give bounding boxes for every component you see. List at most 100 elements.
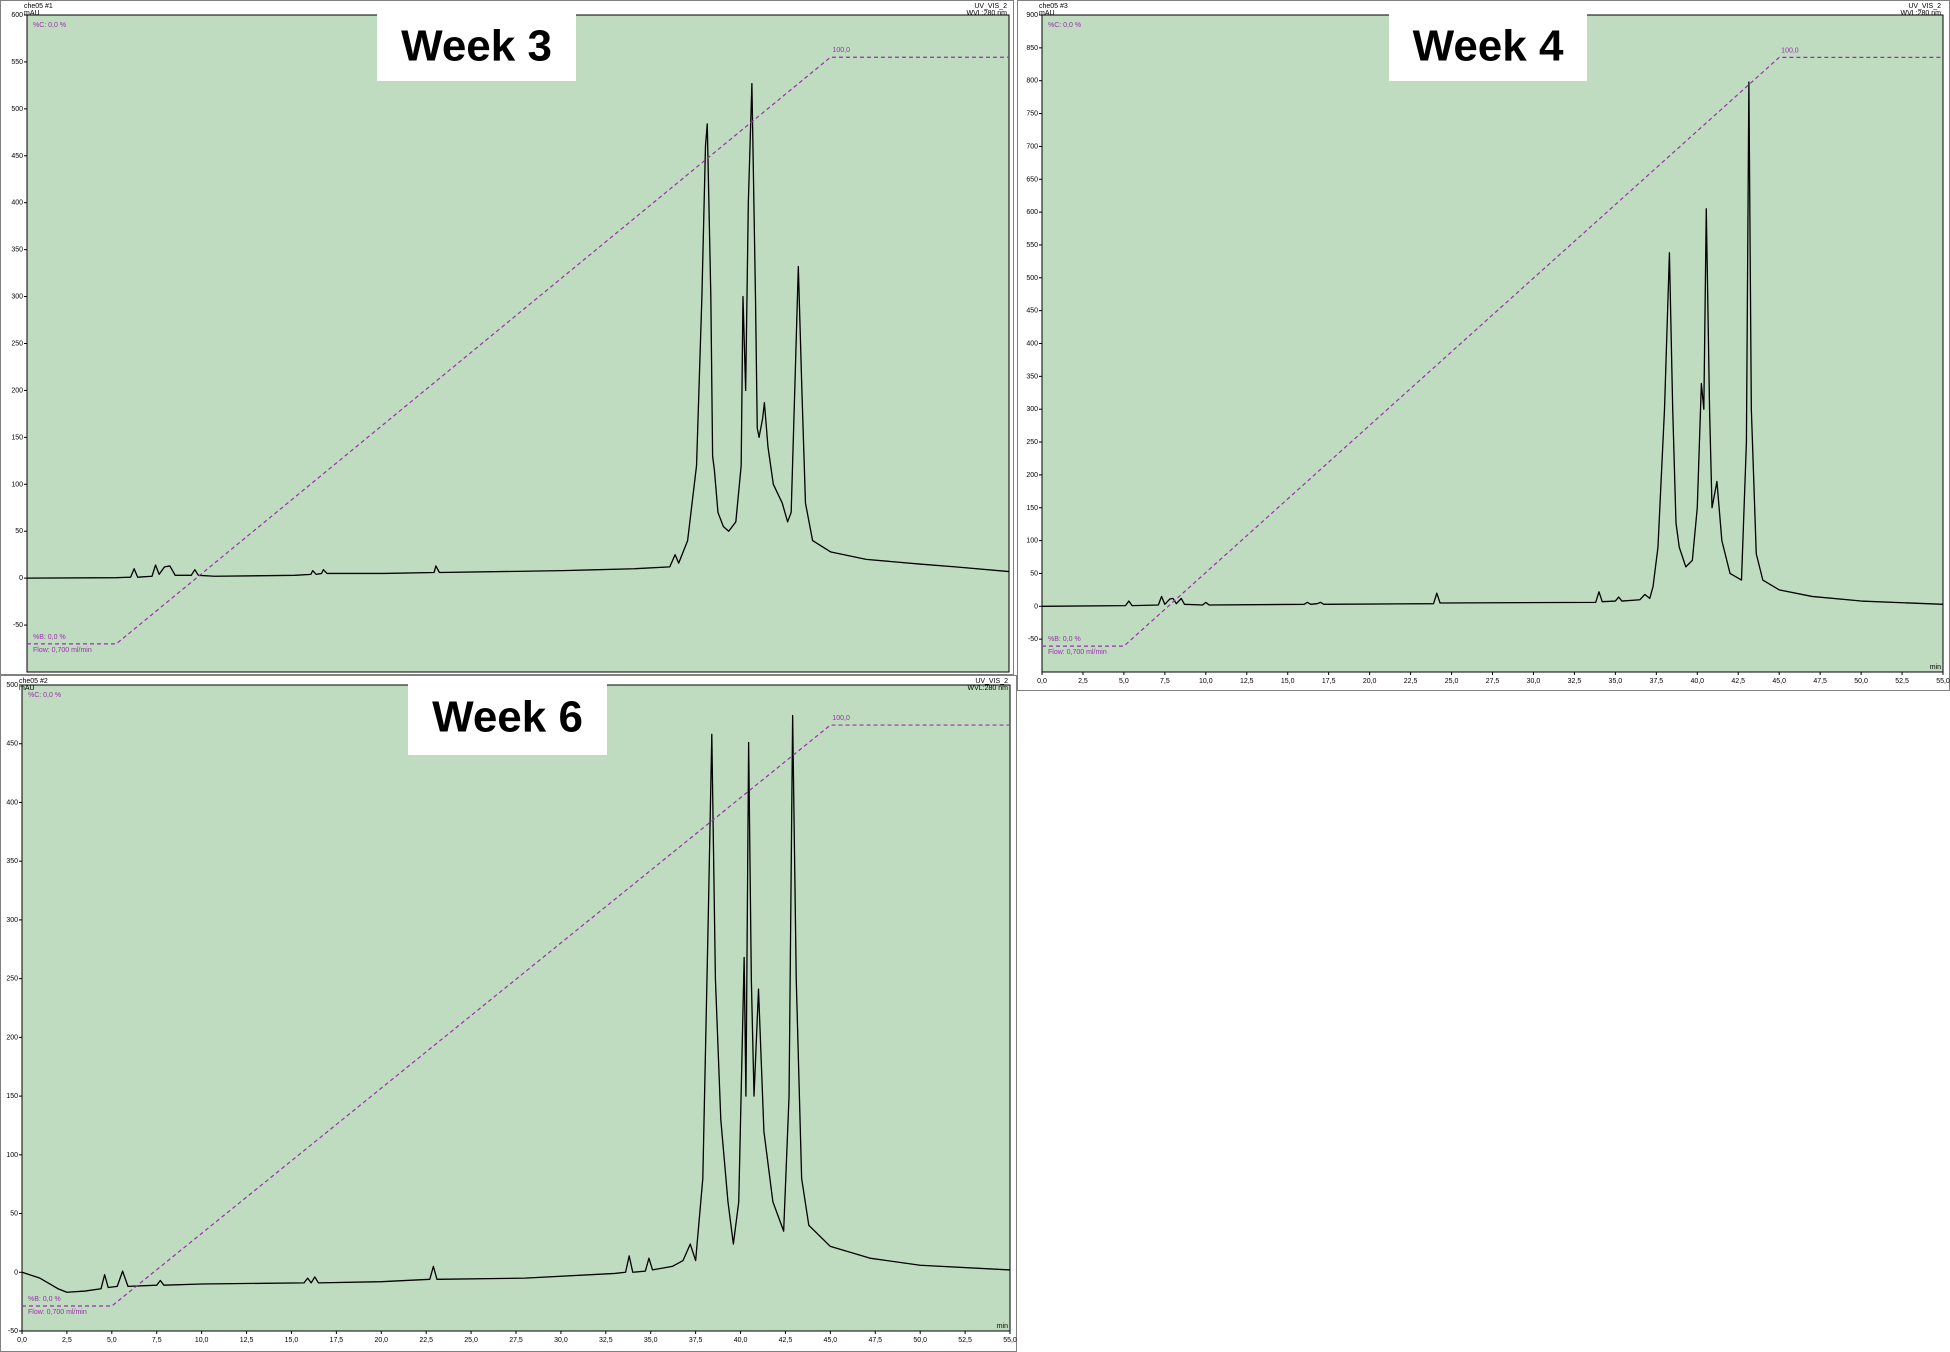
x-tick-label: 35,0 xyxy=(644,1337,658,1344)
x-tick-label: 27,5 xyxy=(1486,678,1500,685)
gradient-line xyxy=(27,56,1009,645)
pct-c-label: %C: 0,0 % xyxy=(28,692,61,699)
wavelength-label: WVL:280 nm xyxy=(968,685,1009,692)
y-tick-label: 50 xyxy=(15,528,23,535)
chromatogram-trace xyxy=(1041,81,1944,607)
y-tick-label: 150 xyxy=(11,434,23,441)
x-tick-label: 20,0 xyxy=(1363,678,1377,685)
x-tick-label: 12,5 xyxy=(240,1337,254,1344)
sample-name: che05 #1 xyxy=(24,3,53,10)
y-axis-label: mAU xyxy=(1039,10,1055,17)
y-tick-label: 800 xyxy=(1026,78,1038,85)
y-tick-label: 500 xyxy=(11,106,23,113)
x-tick-label: 17,5 xyxy=(330,1337,344,1344)
y-tick-label: 500 xyxy=(1026,275,1038,282)
y-tick-label: 700 xyxy=(1026,143,1038,150)
y-axis-label: mAU xyxy=(24,10,40,17)
x-tick-label: 50,0 xyxy=(913,1337,927,1344)
pct-b-label: %B: 0,0 % xyxy=(1048,636,1081,643)
x-tick-label: 25,0 xyxy=(464,1337,478,1344)
y-tick-label: 200 xyxy=(6,1034,18,1041)
x-tick-label: 27,5 xyxy=(509,1337,523,1344)
wavelength-label: WVL:280 nm xyxy=(1901,10,1942,17)
x-tick-label: 22,5 xyxy=(1404,678,1418,685)
title-box xyxy=(1389,10,1587,81)
x-tick-label: 30,0 xyxy=(1527,678,1541,685)
gradient-line xyxy=(22,724,1010,1307)
y-tick-label: 200 xyxy=(1026,472,1038,479)
y-tick-label: 550 xyxy=(1026,242,1038,249)
x-tick-label: 45,0 xyxy=(824,1337,838,1344)
title-box xyxy=(408,678,607,755)
y-tick-label: 450 xyxy=(1026,308,1038,315)
x-axis-label: min xyxy=(997,1323,1008,1330)
x-tick-label: 7,5 xyxy=(152,1337,162,1344)
detector-label: UV_VIS_2 xyxy=(1908,3,1941,10)
y-tick-label: -50 xyxy=(1028,636,1038,643)
x-tick-label: 42,5 xyxy=(779,1337,793,1344)
plot-area xyxy=(1041,14,1944,673)
x-tick-label: 2,5 xyxy=(1078,678,1088,685)
x-tick-label: 37,5 xyxy=(1650,678,1664,685)
x-tick-label: 50,0 xyxy=(1854,678,1868,685)
x-tick-label: 12,5 xyxy=(1240,678,1254,685)
sample-name: che05 #3 xyxy=(1039,3,1068,10)
y-tick-label: 450 xyxy=(11,153,23,160)
chart-panel: -50 0 50 100 150 200 250 300 350 400 450 500 550 600 6… xyxy=(1017,0,1950,691)
y-tick-label: 0 xyxy=(19,575,23,582)
flow-label: Flow: 0,700 ml/min xyxy=(1048,649,1107,656)
plot-area xyxy=(26,14,1010,673)
x-tick-label: 25,0 xyxy=(1445,678,1459,685)
x-tick-label: 5,0 xyxy=(107,1337,117,1344)
y-tick-label: 250 xyxy=(6,976,18,983)
flow-label: Flow: 0,700 ml/min xyxy=(33,647,92,654)
chart-panel: -50 0 50 100 150 200 250 300 350 400 450 500 550 600c… xyxy=(0,0,1014,675)
x-tick-label: 10,0 xyxy=(195,1337,209,1344)
pct-b-label: %B: 0,0 % xyxy=(33,634,66,641)
x-tick-label: 0,0 xyxy=(1037,678,1047,685)
y-tick-label: 0 xyxy=(14,1269,18,1276)
pct-b-label: %B: 0,0 % xyxy=(28,1296,61,1303)
y-tick-label: 150 xyxy=(1026,505,1038,512)
title-box xyxy=(377,10,576,81)
y-tick-label: -50 xyxy=(8,1328,18,1335)
y-tick-label: 100 xyxy=(1026,538,1038,545)
plot-area xyxy=(21,684,1011,1332)
y-tick-label: 250 xyxy=(1026,439,1038,446)
x-tick-label: 32,5 xyxy=(1568,678,1582,685)
x-tick-label: 15,0 xyxy=(1281,678,1295,685)
y-tick-label: 400 xyxy=(1026,341,1038,348)
y-tick-label: 300 xyxy=(11,294,23,301)
y-tick-label: 550 xyxy=(11,59,23,66)
y-tick-label: -50 xyxy=(13,622,23,629)
detector-label: UV_VIS_2 xyxy=(974,3,1007,10)
y-tick-label: 750 xyxy=(1026,111,1038,118)
y-tick-label: 300 xyxy=(6,917,18,924)
x-tick-label: 55,0 xyxy=(1003,1337,1017,1344)
x-tick-label: 30,0 xyxy=(554,1337,568,1344)
y-tick-label: 350 xyxy=(6,858,18,865)
x-axis-label: min xyxy=(1930,664,1941,671)
chart-title: Week 6 xyxy=(432,693,583,742)
x-tick-label: 10,0 xyxy=(1199,678,1213,685)
chromatogram-trace xyxy=(21,714,1011,1293)
y-tick-label: 50 xyxy=(1030,570,1038,577)
y-tick-label: 350 xyxy=(11,247,23,254)
x-tick-label: 52,5 xyxy=(958,1337,972,1344)
pct-c-label: %C: 0,0 % xyxy=(33,22,66,29)
x-tick-label: 32,5 xyxy=(599,1337,613,1344)
y-tick-label: 50 xyxy=(10,1211,18,1218)
y-tick-label: 650 xyxy=(1026,176,1038,183)
x-tick-label: 35,0 xyxy=(1609,678,1623,685)
x-tick-label: 15,0 xyxy=(285,1337,299,1344)
x-tick-label: 47,5 xyxy=(1813,678,1827,685)
y-tick-label: 0 xyxy=(1034,603,1038,610)
x-tick-label: 55,0 xyxy=(1936,678,1950,685)
y-tick-label: 500 xyxy=(6,682,18,689)
gradient-end-label: 100,0 xyxy=(832,47,850,54)
x-tick-label: 47,5 xyxy=(868,1337,882,1344)
gradient-line xyxy=(1042,56,1943,647)
y-tick-label: 100 xyxy=(6,1152,18,1159)
y-tick-label: 900 xyxy=(1026,12,1038,19)
